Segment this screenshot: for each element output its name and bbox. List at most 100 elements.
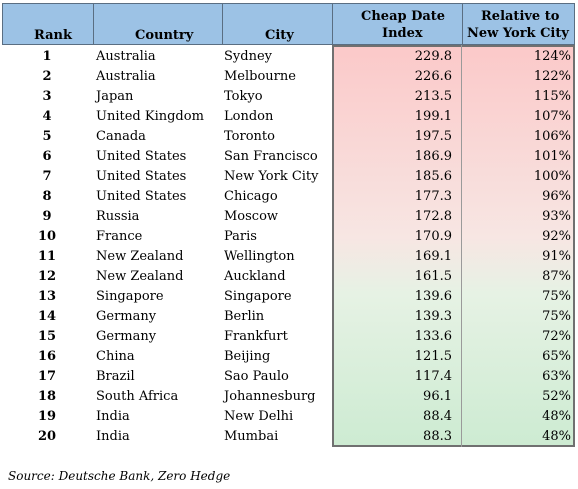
country-cell: India bbox=[96, 429, 130, 444]
country-cell: Russia bbox=[96, 209, 140, 224]
relative-cell: 87% bbox=[542, 269, 571, 284]
rank-cell: 17 bbox=[37, 369, 57, 384]
index-cell: 185.6 bbox=[414, 169, 452, 184]
header-relative-nyc: Relative to New York City bbox=[462, 3, 575, 45]
rank-cell: 7 bbox=[42, 169, 52, 184]
city-cell: Sydney bbox=[224, 49, 272, 64]
city-cell: Chicago bbox=[224, 189, 278, 204]
table-row: 7 United States New York City 185.6 100% bbox=[2, 167, 575, 187]
city-cell: Johannesburg bbox=[224, 389, 316, 404]
country-cell: United States bbox=[96, 149, 187, 164]
column-divider bbox=[461, 45, 462, 447]
source-note: Source: Deutsche Bank, Zero Hedge bbox=[8, 469, 231, 483]
table-row: 19 India New Delhi 88.4 48% bbox=[2, 407, 575, 427]
rank-cell: 3 bbox=[42, 89, 52, 104]
country-cell: Singapore bbox=[96, 289, 164, 304]
country-cell: Germany bbox=[96, 309, 157, 324]
country-cell: United States bbox=[96, 169, 187, 184]
table-row: 8 United States Chicago 177.3 96% bbox=[2, 187, 575, 207]
relative-cell: 91% bbox=[542, 249, 571, 264]
country-cell: India bbox=[96, 409, 130, 424]
header-relative-line1: Relative to bbox=[481, 9, 560, 24]
index-cell: 117.4 bbox=[414, 369, 452, 384]
relative-cell: 72% bbox=[542, 329, 571, 344]
city-cell: Moscow bbox=[224, 209, 279, 224]
city-cell: Tokyo bbox=[224, 89, 263, 104]
country-cell: Japan bbox=[96, 89, 134, 104]
city-cell: Auckland bbox=[224, 269, 286, 284]
heatmap-gradient-panel bbox=[332, 45, 575, 447]
relative-cell: 96% bbox=[542, 189, 571, 204]
index-cell: 96.1 bbox=[423, 389, 452, 404]
country-cell: United Kingdom bbox=[96, 109, 204, 124]
country-cell: China bbox=[96, 349, 135, 364]
index-cell: 177.3 bbox=[414, 189, 452, 204]
city-cell: Paris bbox=[224, 229, 257, 244]
relative-cell: 106% bbox=[533, 129, 571, 144]
relative-cell: 75% bbox=[542, 289, 571, 304]
relative-cell: 122% bbox=[533, 69, 571, 84]
table-row: 13 Singapore Singapore 139.6 75% bbox=[2, 287, 575, 307]
relative-cell: 63% bbox=[542, 369, 571, 384]
relative-cell: 100% bbox=[533, 169, 571, 184]
city-cell: Sao Paulo bbox=[224, 369, 289, 384]
table-row: 17 Brazil Sao Paulo 117.4 63% bbox=[2, 367, 575, 387]
table-row: 2 Australia Melbourne 226.6 122% bbox=[2, 67, 575, 87]
index-cell: 229.8 bbox=[414, 49, 452, 64]
table-row: 6 United States San Francisco 186.9 101% bbox=[2, 147, 575, 167]
rank-cell: 19 bbox=[37, 409, 57, 424]
index-cell: 161.5 bbox=[414, 269, 452, 284]
header-relative-line2: New York City bbox=[467, 26, 569, 41]
rank-cell: 18 bbox=[37, 389, 57, 404]
rank-cell: 4 bbox=[42, 109, 52, 124]
city-cell: Singapore bbox=[224, 289, 292, 304]
country-cell: New Zealand bbox=[96, 269, 184, 284]
table-row: 10 France Paris 170.9 92% bbox=[2, 227, 575, 247]
table-row: 3 Japan Tokyo 213.5 115% bbox=[2, 87, 575, 107]
table-row: 15 Germany Frankfurt 133.6 72% bbox=[2, 327, 575, 347]
index-cell: 186.9 bbox=[414, 149, 452, 164]
table-row: 14 Germany Berlin 139.3 75% bbox=[2, 307, 575, 327]
rank-cell: 10 bbox=[37, 229, 57, 244]
index-cell: 197.5 bbox=[414, 129, 452, 144]
country-cell: Canada bbox=[96, 129, 146, 144]
relative-cell: 48% bbox=[542, 429, 571, 444]
city-cell: New Delhi bbox=[224, 409, 294, 424]
ranking-table: Rank Country City Cheap Date Index Relat… bbox=[2, 3, 575, 449]
relative-cell: 115% bbox=[533, 89, 571, 104]
index-cell: 213.5 bbox=[414, 89, 452, 104]
country-cell: France bbox=[96, 229, 143, 244]
header-city-label: City bbox=[265, 28, 294, 43]
header-country-label: Country bbox=[135, 28, 194, 43]
relative-cell: 48% bbox=[542, 409, 571, 424]
index-cell: 169.1 bbox=[414, 249, 452, 264]
header-index-line2: Index bbox=[382, 26, 423, 41]
rank-cell: 13 bbox=[37, 289, 57, 304]
relative-cell: 92% bbox=[542, 229, 571, 244]
index-cell: 133.6 bbox=[414, 329, 452, 344]
city-cell: Beijing bbox=[224, 349, 271, 364]
rank-cell: 14 bbox=[37, 309, 57, 324]
index-cell: 226.6 bbox=[414, 69, 452, 84]
index-cell: 121.5 bbox=[414, 349, 452, 364]
rank-cell: 2 bbox=[42, 69, 52, 84]
index-cell: 139.6 bbox=[414, 289, 452, 304]
table-row: 16 China Beijing 121.5 65% bbox=[2, 347, 575, 367]
city-cell: Toronto bbox=[224, 129, 275, 144]
city-cell: New York City bbox=[224, 169, 319, 184]
relative-cell: 107% bbox=[533, 109, 571, 124]
relative-cell: 101% bbox=[533, 149, 571, 164]
index-cell: 139.3 bbox=[414, 309, 452, 324]
header-index-line1: Cheap Date bbox=[361, 9, 446, 24]
index-cell: 88.3 bbox=[423, 429, 452, 444]
relative-cell: 65% bbox=[542, 349, 571, 364]
city-cell: Mumbai bbox=[224, 429, 279, 444]
index-cell: 170.9 bbox=[414, 229, 452, 244]
table-row: 12 New Zealand Auckland 161.5 87% bbox=[2, 267, 575, 287]
rank-cell: 16 bbox=[37, 349, 57, 364]
header-rank-label: Rank bbox=[34, 28, 72, 43]
country-cell: Brazil bbox=[96, 369, 135, 384]
city-cell: Frankfurt bbox=[224, 329, 288, 344]
rank-cell: 8 bbox=[42, 189, 52, 204]
table-row: 11 New Zealand Wellington 169.1 91% bbox=[2, 247, 575, 267]
